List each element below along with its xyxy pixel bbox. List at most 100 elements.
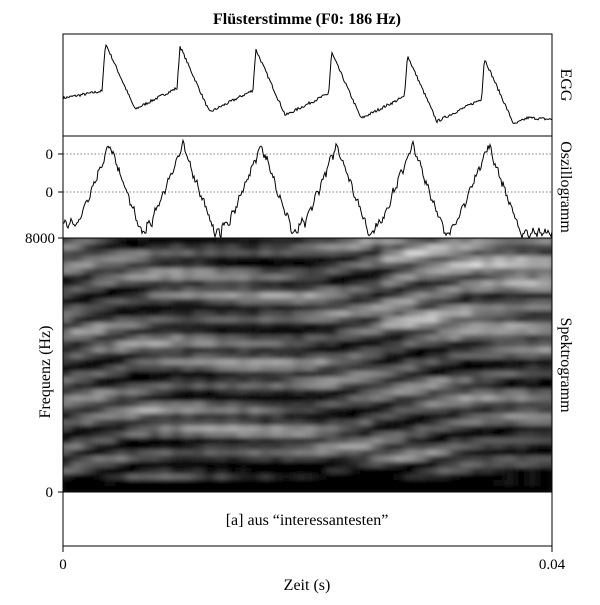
spectrogram-cell — [171, 365, 189, 372]
spectrogram-cell — [126, 244, 144, 251]
spectrogram-cell — [248, 473, 266, 481]
spectrogram-cell — [115, 280, 133, 288]
spectrogram-cell — [248, 419, 266, 427]
spectrogram-cell — [193, 407, 211, 415]
spectrogram-cell — [415, 292, 433, 300]
spectrogram-cell — [415, 310, 433, 318]
spectrogram-cell — [371, 365, 389, 372]
spectrogram-cell — [515, 328, 533, 336]
spectrogram-cell — [293, 292, 311, 300]
spectrogram-cell — [471, 449, 489, 457]
spectrogram-cell — [215, 437, 233, 445]
spectrogram-cell — [326, 479, 344, 487]
spectrogram-cell — [449, 286, 467, 294]
spectrogram-cell — [326, 292, 344, 300]
spectrogram-cell — [82, 395, 100, 403]
spectrogram-cell — [526, 449, 544, 457]
spectrogram-cell — [460, 383, 478, 391]
spectrogram-cell — [515, 292, 533, 300]
spectrogram-cell — [337, 250, 355, 258]
spectrogram-cell — [315, 431, 333, 439]
spectrogram-cell — [282, 310, 300, 318]
spectrogram-cell — [63, 401, 78, 409]
spectrogram-cell — [71, 346, 89, 354]
spectrogram-cell — [415, 365, 433, 372]
spectrogram-cell — [449, 486, 467, 492]
spectrogram-cell — [382, 262, 400, 270]
spectrogram-cell — [160, 334, 178, 342]
spectrogram-cell — [526, 310, 544, 318]
spectrogram-cell — [115, 473, 133, 481]
spectrogram-cell — [515, 359, 533, 366]
spectrogram-cell — [537, 443, 552, 451]
spectrogram-cell — [437, 359, 455, 366]
spectrogram-cell — [460, 437, 478, 445]
spectrogram-cell — [237, 419, 255, 427]
spectrogram-cell — [237, 334, 255, 342]
spectrogram-cell — [115, 292, 133, 300]
spectrogram-cell — [271, 383, 289, 391]
spectrogram-cell — [248, 268, 266, 276]
spectrogram-cell — [471, 395, 489, 403]
spectrogram-cell — [349, 292, 367, 300]
spectrogram-cell — [349, 280, 367, 288]
spectrogram-cell — [382, 359, 400, 366]
spectrogram-cell — [82, 316, 100, 324]
spectrogram-cell — [371, 395, 389, 403]
spectrogram-cell — [226, 262, 244, 270]
spectrogram-cell — [304, 486, 322, 492]
spectrogram-cell — [437, 286, 455, 294]
spectrogram-cell — [449, 443, 467, 451]
spectrogram-cell — [349, 383, 367, 391]
spectrogram-cell — [104, 437, 122, 445]
spectrogram-cell — [115, 322, 133, 330]
spectrogram-cell — [171, 298, 189, 306]
spectrogram-cell — [449, 395, 467, 403]
spectrogram-cell — [293, 268, 311, 276]
spectrogram-cell — [215, 389, 233, 397]
spectrogram-cell — [63, 383, 78, 391]
x-tick-label-end: 0.04 — [539, 557, 566, 573]
spectrogram-cell — [493, 473, 511, 481]
spectrogram-cell — [382, 431, 400, 439]
spectrogram-cell — [482, 359, 500, 366]
spectrogram-cell — [304, 304, 322, 312]
spectrogram-cell — [137, 407, 155, 415]
spectrogram-cell — [104, 455, 122, 463]
spectrogram-cell — [71, 365, 89, 372]
spectrogram-cell — [482, 377, 500, 385]
spectrogram-cell — [93, 238, 111, 245]
spectrogram-cell — [271, 401, 289, 409]
spectrogram-cell — [282, 413, 300, 421]
spectrogram-cell — [437, 304, 455, 312]
spectrogram-cell — [315, 486, 333, 492]
spectrogram-cell — [526, 425, 544, 433]
spectrogram-cell — [537, 328, 552, 336]
spectrogram-cell — [137, 340, 155, 348]
spectrogram-cell — [304, 419, 322, 427]
spectrogram-cell — [271, 262, 289, 270]
spectrogram-cell — [449, 298, 467, 306]
spectrogram-cell — [493, 328, 511, 336]
spectrogram-cell — [282, 425, 300, 433]
spectrogram-cell — [493, 238, 511, 245]
spectrogram-cell — [449, 461, 467, 469]
spectrogram-cell — [526, 274, 544, 282]
spectrogram-cell — [93, 455, 111, 463]
spectrogram-cell — [326, 340, 344, 348]
spectrogram-cell — [248, 389, 266, 397]
spectrogram-cell — [63, 467, 78, 475]
spectrogram-cell — [393, 431, 411, 439]
spectrogram-cell — [148, 407, 166, 415]
spectrogram-cell — [193, 334, 211, 342]
spectrogram-cell — [449, 383, 467, 391]
spectrogram-cell — [226, 304, 244, 312]
spectrogram-cell — [349, 250, 367, 258]
spectrogram-cell — [182, 371, 200, 378]
spectrogram-cell — [104, 443, 122, 451]
spectrogram-cell — [148, 298, 166, 306]
spectrogram-cell — [148, 486, 166, 492]
spectrogram-cell — [226, 256, 244, 264]
spectrogram-cell — [271, 310, 289, 318]
spectrogram-cell — [71, 334, 89, 342]
